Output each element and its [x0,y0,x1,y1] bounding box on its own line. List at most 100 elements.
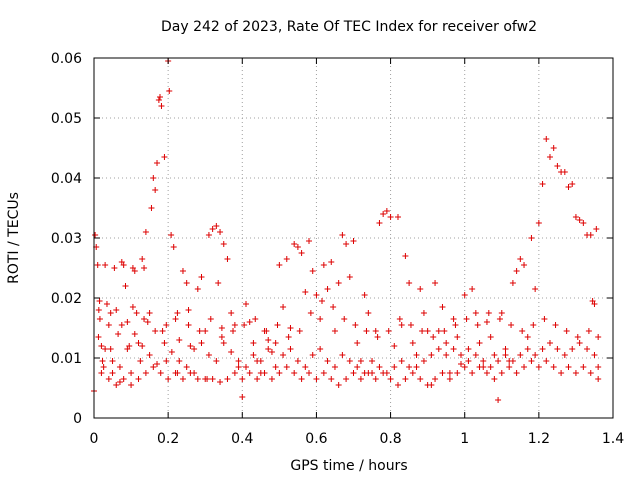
data-point [152,187,159,193]
data-point [124,319,131,325]
data-point [435,328,442,334]
data-point [205,232,212,238]
data-point [276,370,283,376]
data-point [561,352,568,358]
data-point [239,376,246,382]
data-point [572,214,579,220]
data-point [272,364,279,370]
data-point [150,364,157,370]
data-point [318,298,325,304]
data-point [116,364,123,370]
data-point [272,340,279,346]
data-point [465,346,472,352]
data-point [413,364,420,370]
data-point [439,304,446,310]
data-point [161,340,168,346]
data-point [146,352,153,358]
data-point [402,376,409,382]
data-point [291,241,298,247]
data-point [291,370,298,376]
data-point [454,334,461,340]
data-point [519,328,526,334]
data-point [491,376,498,382]
data-point [543,136,550,142]
y-tick-label: 0.04 [51,171,82,187]
data-point [217,229,224,235]
data-point [543,358,550,364]
y-tick-label: 0.03 [51,231,82,247]
data-point [196,328,203,334]
data-point [324,286,331,292]
data-point [142,370,149,376]
data-point [179,376,186,382]
data-point [122,283,129,289]
data-point [346,274,353,280]
data-point [357,376,364,382]
data-point [496,316,503,322]
data-point [532,286,539,292]
data-point [443,352,450,358]
data-point [174,310,181,316]
data-point [554,346,561,352]
data-point [261,370,268,376]
data-point [215,280,222,286]
data-point [369,358,376,364]
data-point [309,352,316,358]
data-point [99,358,106,364]
data-point [424,382,431,388]
data-point [589,298,596,304]
data-point [428,352,435,358]
data-point [546,154,553,160]
data-point [509,358,516,364]
data-point [432,376,439,382]
data-point [263,328,270,334]
axis-ticks [93,57,614,419]
data-point [220,340,227,346]
data-point [328,376,335,382]
data-point [154,361,161,367]
data-point [521,262,528,268]
data-point [287,325,294,331]
data-point [283,256,290,262]
y-axis-label: ROTI / TECUs [6,192,22,284]
data-point [161,154,168,160]
data-point [179,268,186,274]
data-point [235,364,242,370]
data-point [420,358,427,364]
data-point [569,181,576,187]
data-point [159,328,166,334]
data-point [163,322,170,328]
data-point [498,310,505,316]
data-point [485,310,492,316]
data-point [107,346,114,352]
data-point [242,301,249,307]
data-point [246,370,253,376]
data-point [585,328,592,334]
data-point [141,265,148,271]
data-point [376,220,383,226]
data-point [283,364,290,370]
data-point [109,358,116,364]
data-point [480,358,487,364]
data-point [103,301,110,307]
data-point [584,346,591,352]
data-point [94,262,101,268]
data-point [502,346,509,352]
data-point [115,331,122,337]
data-point [430,334,437,340]
data-point [246,319,253,325]
data-point [535,364,542,370]
data-point [574,334,581,340]
data-point [561,169,568,175]
data-point [231,322,238,328]
data-point [131,268,138,274]
data-point [172,370,179,376]
data-point [580,364,587,370]
data-point [407,322,414,328]
data-point [198,274,205,280]
data-point [128,370,135,376]
data-point [398,322,405,328]
data-point [176,358,183,364]
data-point [335,382,342,388]
data-point [158,103,165,109]
